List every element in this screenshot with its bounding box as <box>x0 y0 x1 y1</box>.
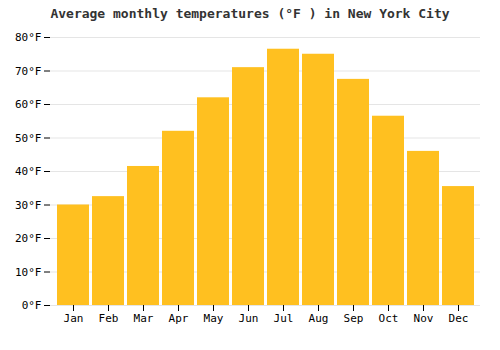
svg-text:70°F: 70°F <box>15 65 42 78</box>
svg-text:May: May <box>204 312 224 325</box>
svg-text:20°F: 20°F <box>15 232 42 245</box>
svg-text:Mar: Mar <box>134 312 154 325</box>
svg-text:Feb: Feb <box>99 312 119 325</box>
svg-text:Dec: Dec <box>449 312 469 325</box>
svg-text:80°F: 80°F <box>15 31 42 44</box>
svg-text:Jun: Jun <box>239 312 259 325</box>
svg-text:Jan: Jan <box>64 312 84 325</box>
svg-text:60°F: 60°F <box>15 98 42 111</box>
svg-text:50°F: 50°F <box>15 132 42 145</box>
svg-text:Nov: Nov <box>414 312 434 325</box>
html-text:Average monthly temperatures (: Average monthly temperatures (°F ) in Ne… <box>50 6 450 21</box>
svg-text:10°F: 10°F <box>15 266 42 279</box>
svg-text:0°F: 0°F <box>22 299 42 312</box>
svg-text:Oct: Oct <box>379 312 399 325</box>
svg-text:Aug: Aug <box>309 312 329 325</box>
svg-text:Sep: Sep <box>344 312 364 325</box>
svg-text:Apr: Apr <box>169 312 189 325</box>
svg-text:Jul: Jul <box>274 312 294 325</box>
svg-text:40°F: 40°F <box>15 165 42 178</box>
svg-text:30°F: 30°F <box>15 199 42 212</box>
